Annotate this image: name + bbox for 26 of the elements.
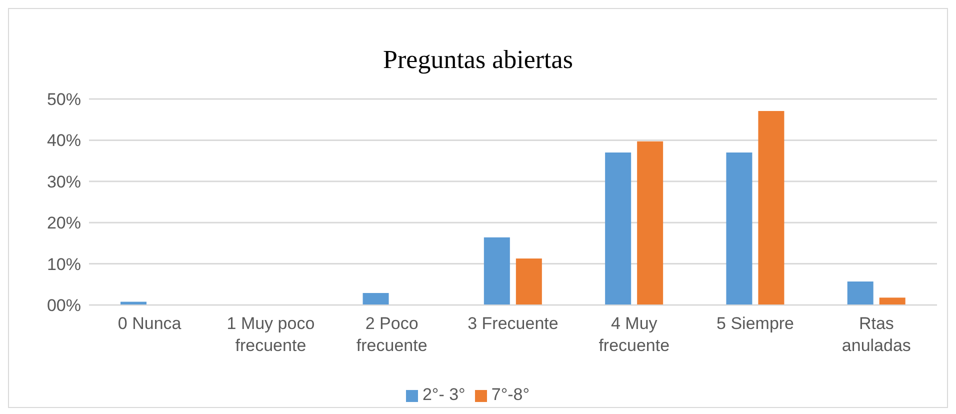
chart-title: Preguntas abiertas bbox=[382, 45, 574, 75]
x-tick-label: 0 Nunca bbox=[118, 314, 182, 333]
y-tick-label: 10% bbox=[46, 254, 81, 274]
x-tick-label: 5 Siempre bbox=[716, 314, 794, 333]
y-tick-label: 50% bbox=[46, 90, 81, 110]
x-tick-label: 4 Muy frecuente bbox=[598, 314, 670, 355]
x-tick-label: Rtas anuladas bbox=[842, 314, 911, 355]
bar bbox=[879, 298, 906, 305]
bar bbox=[758, 110, 784, 305]
bar bbox=[120, 302, 146, 305]
y-tick-label: 30% bbox=[46, 172, 81, 192]
y-tick-label: 40% bbox=[46, 131, 81, 150]
x-tick-label: 1 Muy poco frecuente bbox=[226, 314, 315, 355]
bar bbox=[516, 258, 542, 305]
bar bbox=[605, 152, 632, 305]
x-tick-label: 2 Poco frecuente bbox=[356, 314, 428, 355]
bar bbox=[362, 293, 389, 305]
y-tick-label: 20% bbox=[46, 214, 81, 233]
x-tick-label: 3 Frecuente bbox=[468, 314, 558, 333]
legend-label: 7°-8° bbox=[491, 385, 530, 404]
bar bbox=[637, 141, 664, 305]
y-tick-label: 00% bbox=[46, 296, 81, 316]
bar bbox=[726, 152, 752, 305]
bar bbox=[484, 237, 510, 305]
bar bbox=[847, 282, 874, 305]
legend-label: 2°- 3° bbox=[422, 385, 466, 404]
